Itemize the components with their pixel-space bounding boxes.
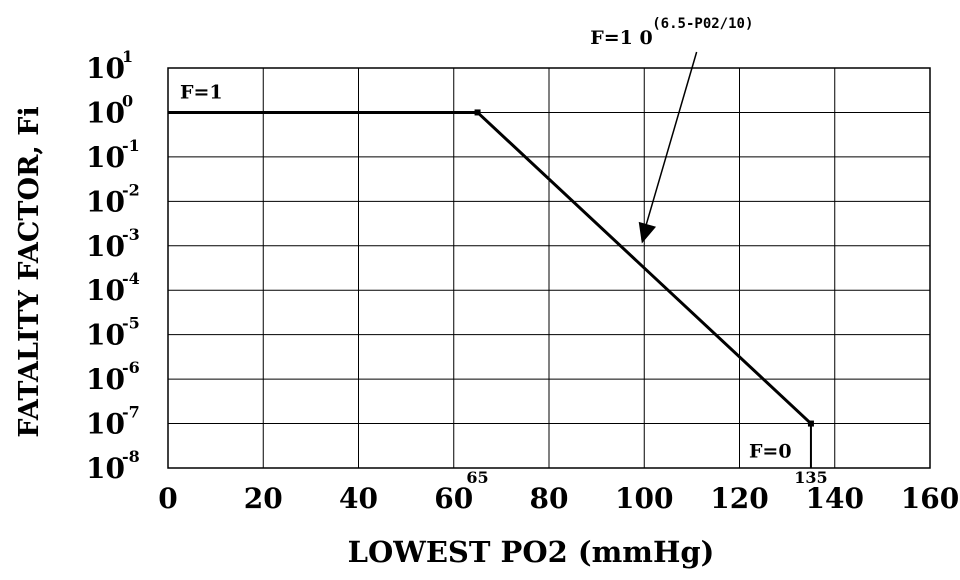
y-tick-exponent: -7	[122, 403, 140, 422]
y-tick-base: 10	[86, 408, 125, 441]
y-tick-base: 10	[86, 452, 125, 485]
x-tick-label: 100	[615, 482, 673, 515]
y-tick-label: 10-3	[86, 225, 140, 263]
x-tick-labels: 0 20 40 60 80 100 120 140 160	[158, 482, 959, 515]
point-label: 65	[466, 468, 488, 487]
x-axis-label: LOWEST PO2 (mmHg)	[348, 535, 715, 569]
y-axis-label: FATALITY FACTOR, Fi	[14, 106, 45, 437]
y-tick-base: 10	[86, 274, 125, 307]
x-tick-label: 60	[434, 482, 473, 515]
annotation-f0: F=0	[749, 441, 792, 463]
y-tick-base: 10	[86, 141, 125, 174]
y-tick-label: 10-6	[86, 358, 140, 396]
y-tick-exponent: 1	[122, 47, 133, 66]
y-tick-exponent: -2	[122, 180, 140, 199]
y-tick-label: 10-1	[86, 136, 140, 174]
annotation-formula-base: F=1 0	[590, 27, 652, 49]
y-tick-base: 10	[86, 96, 125, 129]
x-tick-label: 0	[158, 482, 177, 515]
y-tick-exponent: -6	[122, 358, 140, 377]
annotations: F=1 F=0 F=1 0(6.5-P02/10)	[180, 16, 792, 463]
y-tick-base: 10	[86, 319, 125, 352]
annotation-arrow	[641, 51, 698, 240]
plot-frame	[167, 67, 931, 469]
annotation-formula-exponent: (6.5-P02/10)	[652, 16, 753, 32]
point-label: 135	[794, 468, 827, 487]
y-tick-base: 10	[86, 185, 125, 218]
x-tick-label: 80	[530, 482, 569, 515]
series-line	[168, 110, 812, 425]
y-tick-exponent: -4	[122, 269, 140, 288]
x-tick-label: 160	[901, 482, 959, 515]
x-tick-label: 20	[244, 482, 283, 515]
y-tick-label: 10-4	[86, 269, 140, 307]
data-point	[474, 109, 481, 116]
y-tick-label: 100	[86, 91, 133, 129]
y-tick-label: 101	[86, 47, 133, 85]
y-tick-base: 10	[86, 363, 125, 396]
y-tick-label: 10-2	[86, 180, 140, 218]
y-tick-base: 10	[86, 230, 125, 263]
x-tick-label: 140	[806, 482, 864, 515]
y-tick-exponent: -3	[122, 225, 140, 244]
y-tick-exponent: 0	[122, 91, 133, 110]
y-tick-base: 10	[86, 52, 125, 85]
y-tick-exponent: -5	[122, 314, 140, 333]
x-tick-label: 40	[339, 482, 378, 515]
x-tick-label: 120	[710, 482, 768, 515]
y-tick-exponent: -8	[122, 447, 140, 466]
y-tick-label: 10-5	[86, 314, 140, 352]
arrowhead-icon	[638, 221, 657, 244]
annotation-f1: F=1	[180, 81, 223, 103]
y-tick-exponent: -1	[122, 136, 140, 155]
y-tick-label: 10-8	[86, 447, 140, 485]
y-tick-label: 10-7	[86, 403, 140, 441]
grid-lines	[167, 67, 931, 469]
series-group: 65 135	[168, 109, 828, 487]
